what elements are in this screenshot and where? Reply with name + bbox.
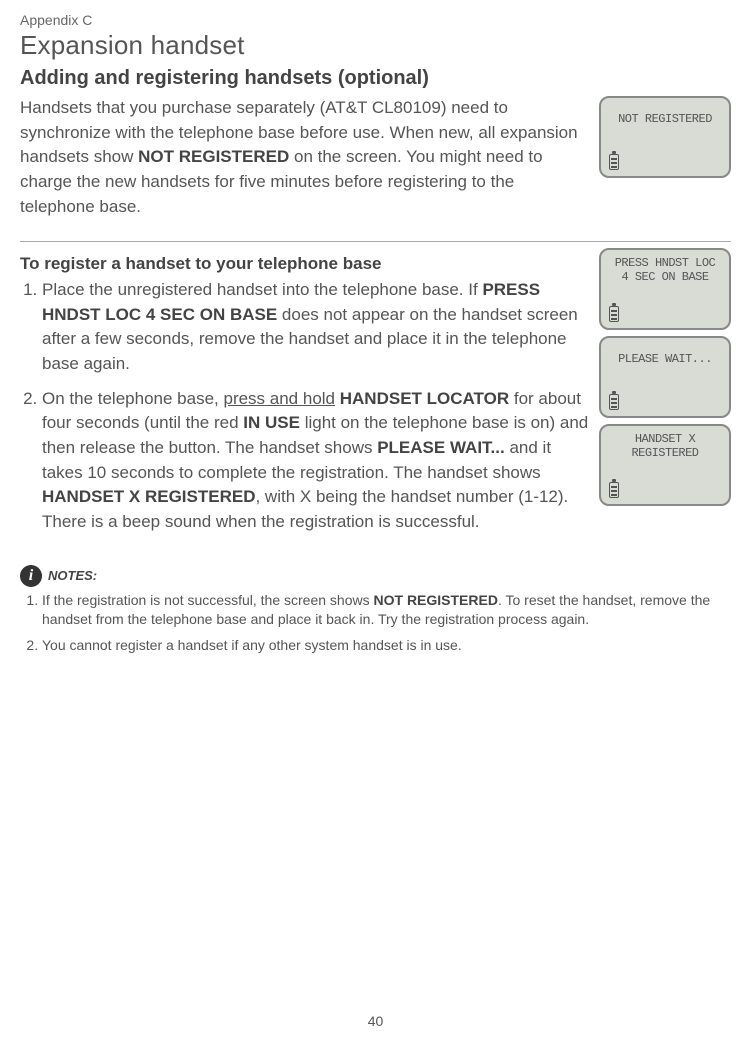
notes-label: NOTES: [48,568,97,583]
step2-bold1: HANDSET LOCATOR [340,389,509,408]
screen-line: NOT REGISTERED [607,112,723,126]
note1-a: If the registration is not successful, t… [42,592,374,608]
screen-line: PRESS HNDST LOC [607,256,723,270]
step-2: On the telephone base, press and hold HA… [42,387,589,535]
info-icon: i [20,565,42,587]
intro-bold-1: NOT REGISTERED [138,147,289,166]
battery-icon [609,394,619,410]
notes-list: If the registration is not successful, t… [20,591,731,656]
battery-icon [609,154,619,170]
step2-a: On the telephone base, [42,389,223,408]
lcd-screen-not-registered: NOT REGISTERED [599,96,731,178]
screen-line: HANDSET X [607,432,723,446]
step2-bold2: IN USE [243,413,300,432]
battery-icon [609,482,619,498]
screen-line: 4 SEC ON BASE [607,270,723,284]
steps-row: To register a handset to your telephone … [20,248,731,544]
lcd-screen-please-wait: PLEASE WAIT... [599,336,731,418]
step-1: Place the unregistered handset into the … [42,278,589,377]
step2-bold4: HANDSET X REGISTERED [42,487,255,506]
intro-row: Handsets that you purchase separately (A… [20,96,731,227]
subsection-title: Adding and registering handsets (optiona… [20,67,731,90]
notes-header: i NOTES: [20,565,731,587]
intro-paragraph: Handsets that you purchase separately (A… [20,96,589,219]
divider [20,241,731,242]
steps-list: Place the unregistered handset into the … [20,278,589,534]
step1-a: Place the unregistered handset into the … [42,280,482,299]
register-heading: To register a handset to your telephone … [20,254,589,274]
page-number: 40 [0,1013,751,1029]
lcd-screen-registered: HANDSET X REGISTERED [599,424,731,506]
step2-underline: press and hold [223,389,335,408]
lcd-screen-press-hndst: PRESS HNDST LOC 4 SEC ON BASE [599,248,731,330]
note-1: If the registration is not successful, t… [42,591,731,630]
step2-bold3: PLEASE WAIT... [377,438,505,457]
appendix-label: Appendix C [20,12,731,28]
note-2: You cannot register a handset if any oth… [42,636,731,656]
screen-line: PLEASE WAIT... [607,352,723,366]
screen-line: REGISTERED [607,446,723,460]
note1-bold: NOT REGISTERED [374,592,498,608]
battery-icon [609,306,619,322]
section-title: Expansion handset [20,30,731,61]
